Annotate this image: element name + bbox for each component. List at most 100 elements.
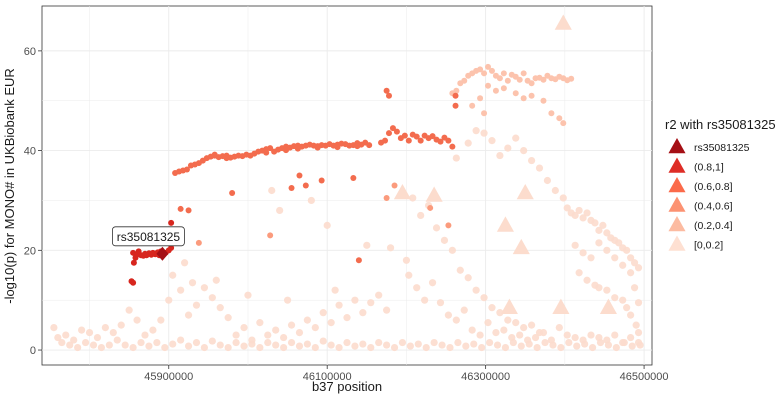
data-point bbox=[509, 338, 517, 347]
data-point bbox=[303, 340, 311, 348]
data-point bbox=[430, 338, 438, 347]
data-point bbox=[184, 342, 193, 350]
y-tick-label: 20 bbox=[24, 245, 36, 257]
data-point bbox=[591, 219, 599, 227]
data-point bbox=[240, 342, 248, 350]
data-point bbox=[504, 77, 511, 84]
data-point bbox=[520, 70, 527, 77]
data-point bbox=[583, 276, 591, 284]
legend-key-triangle bbox=[668, 216, 686, 232]
data-point bbox=[446, 343, 454, 352]
data-point bbox=[153, 338, 161, 347]
legend-label: (0.4,0.6] bbox=[694, 201, 733, 213]
data-point bbox=[244, 291, 252, 299]
data-point bbox=[327, 341, 335, 349]
data-point bbox=[200, 284, 209, 292]
data-point bbox=[264, 331, 272, 339]
data-point bbox=[331, 286, 339, 294]
data-point bbox=[595, 284, 603, 292]
data-point bbox=[583, 209, 591, 217]
data-point bbox=[409, 194, 417, 202]
data-point bbox=[568, 75, 575, 82]
data-point bbox=[121, 341, 129, 349]
data-point bbox=[440, 236, 449, 244]
data-point bbox=[512, 319, 520, 327]
data-point bbox=[452, 154, 460, 162]
data-point bbox=[267, 145, 274, 152]
data-point bbox=[406, 342, 414, 350]
x-tick-label: 46100000 bbox=[303, 371, 352, 383]
legend-label: (0.8,1] bbox=[694, 162, 724, 174]
data-point bbox=[448, 246, 456, 254]
data-point bbox=[78, 326, 86, 334]
data-point bbox=[535, 164, 544, 172]
data-point bbox=[280, 343, 288, 352]
data-point bbox=[456, 266, 464, 274]
data-point bbox=[413, 284, 421, 292]
data-point bbox=[484, 319, 492, 327]
data-point bbox=[460, 306, 468, 314]
data-point bbox=[375, 291, 383, 299]
data-point-triangle bbox=[496, 216, 514, 232]
data-point bbox=[58, 338, 66, 347]
data-point bbox=[573, 342, 581, 350]
x-tick-label: 45900000 bbox=[144, 371, 193, 383]
data-point bbox=[93, 333, 102, 342]
data-point bbox=[428, 279, 437, 287]
data-point bbox=[133, 316, 141, 324]
data-point bbox=[595, 239, 603, 247]
data-point bbox=[294, 145, 301, 152]
x-axis-title: b37 position bbox=[312, 379, 382, 394]
data-point bbox=[472, 286, 480, 294]
data-point bbox=[391, 182, 398, 189]
data-point bbox=[540, 97, 547, 104]
data-point bbox=[383, 87, 390, 94]
data-point bbox=[137, 338, 145, 347]
data-point bbox=[492, 87, 499, 94]
data-point bbox=[184, 311, 193, 319]
data-point bbox=[595, 226, 603, 234]
data-point bbox=[565, 338, 573, 347]
data-point bbox=[85, 328, 94, 337]
data-point bbox=[604, 341, 613, 349]
data-point bbox=[335, 343, 343, 352]
data-point bbox=[472, 127, 480, 135]
data-point bbox=[351, 342, 359, 350]
data-point bbox=[354, 143, 361, 150]
data-point bbox=[464, 274, 472, 282]
data-point bbox=[161, 343, 169, 352]
data-point-triangle bbox=[554, 14, 572, 30]
data-point bbox=[548, 110, 555, 117]
data-point-triangle bbox=[552, 298, 570, 314]
lead-snp-layer: rs35081325 bbox=[112, 226, 185, 261]
data-point bbox=[481, 110, 488, 117]
data-point bbox=[436, 299, 445, 307]
data-point bbox=[50, 324, 58, 332]
data-point bbox=[386, 244, 395, 252]
data-point bbox=[295, 342, 304, 350]
data-point bbox=[477, 66, 484, 73]
data-point bbox=[417, 137, 424, 144]
data-point bbox=[588, 343, 597, 352]
data-point bbox=[603, 286, 611, 294]
data-point bbox=[323, 221, 331, 229]
data-point bbox=[157, 316, 165, 324]
data-point bbox=[452, 102, 459, 109]
data-point bbox=[559, 194, 567, 202]
data-point bbox=[351, 296, 359, 304]
data-point bbox=[627, 254, 635, 262]
data-point bbox=[177, 205, 184, 212]
data-point bbox=[504, 144, 512, 152]
data-point bbox=[232, 338, 240, 347]
data-point bbox=[212, 276, 220, 284]
data-point bbox=[527, 321, 536, 329]
x-tick-label: 46500000 bbox=[620, 371, 669, 383]
data-point bbox=[520, 324, 528, 332]
legend-key-lead-diamond bbox=[673, 142, 681, 152]
data-point bbox=[319, 337, 327, 345]
data-point bbox=[97, 343, 106, 352]
data-point bbox=[469, 102, 476, 109]
data-point bbox=[295, 328, 304, 337]
data-point bbox=[485, 63, 492, 70]
data-point bbox=[453, 87, 460, 94]
